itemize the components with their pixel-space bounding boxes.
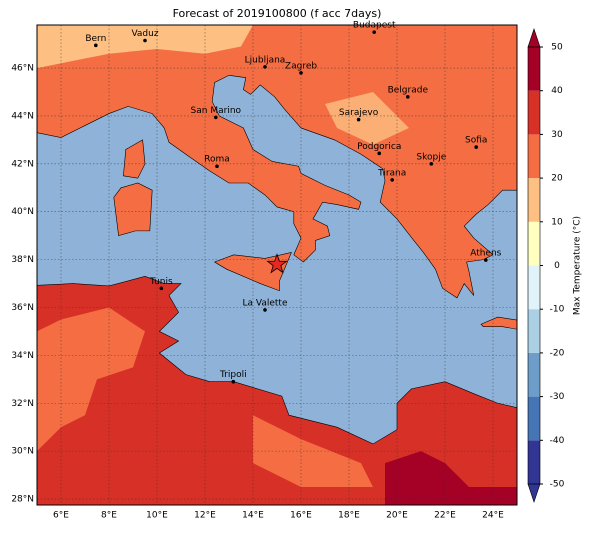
city-label: Ljubljana (245, 55, 286, 65)
land-zone (253, 415, 373, 488)
city-label: Sarajevo (339, 108, 379, 118)
colorbar-tick-label: 50 (551, 43, 563, 53)
land-hot-zone (385, 451, 517, 505)
city-label: San Marino (191, 106, 242, 116)
map-frame (36, 24, 518, 506)
colorbar-band (528, 221, 540, 266)
colorbar-band (528, 47, 540, 91)
colorbar-tick-label: -10 (550, 305, 565, 315)
city-dot (214, 115, 218, 120)
city-label: Tunis (149, 277, 173, 287)
colorbar-band (528, 352, 540, 397)
city-dot (372, 30, 377, 34)
location-star (266, 253, 288, 274)
island (123, 139, 146, 179)
city-label: Sofia (465, 136, 487, 146)
colorbar-tick-label: -20 (550, 348, 565, 358)
colorbar-tick-label: -40 (550, 436, 565, 446)
x-tick-label: 24°E (482, 511, 504, 521)
colorbar-band (528, 396, 540, 441)
x-tick-label: 18°E (338, 511, 360, 521)
y-tick-label: 44°N (11, 111, 34, 121)
map-area (37, 25, 517, 505)
x-tick-label: 14°E (242, 511, 264, 521)
city-label: Skopje (416, 152, 446, 162)
x-tick-label: 6°E (53, 511, 69, 521)
city-label: Zagreb (285, 61, 317, 71)
colorbar-band (528, 309, 540, 353)
land-cool-zone (325, 92, 409, 145)
y-tick-label: 46°N (11, 64, 34, 74)
map-title: Forecast of 2019100800 (f acc 7days) (173, 7, 382, 20)
y-tick-label: 38°N (11, 255, 34, 265)
city-dot (474, 145, 479, 149)
city-dot (299, 71, 303, 75)
y-tick-label: 30°N (11, 447, 34, 457)
colorbar-tick-label: 30 (551, 130, 563, 140)
city-label: Athens (470, 249, 501, 259)
city-label: Budapest (353, 21, 396, 31)
city-label: Tirana (377, 168, 406, 178)
city-label: La Valette (243, 298, 288, 308)
island (480, 316, 517, 330)
city-dot (94, 43, 98, 48)
colorbar-tick-label: -50 (550, 480, 565, 490)
colorbar-tick-label: 0 (554, 261, 560, 271)
city-label: Podgorica (357, 142, 401, 152)
land-zone (37, 307, 145, 452)
city-label: Vaduz (131, 29, 158, 39)
colorbar-tick-label: 10 (551, 217, 563, 227)
y-tick-label: 34°N (11, 351, 34, 361)
y-tick-label: 28°N (11, 495, 34, 505)
colorbar-band (528, 134, 540, 179)
colorbar-tick-label: 20 (551, 174, 563, 184)
city-dot (406, 95, 410, 99)
city-dot (484, 258, 488, 262)
city-dot (377, 151, 382, 156)
y-tick-label: 42°N (11, 159, 34, 169)
x-tick-label: 12°E (194, 511, 216, 521)
land-cool-zone (37, 25, 253, 69)
city-label: Bern (85, 34, 106, 44)
city-dot (390, 178, 395, 182)
x-tick-label: 20°E (386, 511, 408, 521)
city-dot (263, 65, 267, 69)
x-tick-label: 8°E (101, 511, 117, 521)
city-label: Tripoli (219, 370, 247, 380)
colorbar-tick-label: 40 (551, 86, 563, 96)
y-tick-label: 32°N (11, 399, 34, 409)
colorbar-extend-top (527, 28, 541, 48)
city-dot (215, 164, 219, 169)
y-tick-label: 36°N (11, 303, 34, 313)
colorbar-band (528, 265, 540, 310)
x-tick-label: 22°E (434, 511, 456, 521)
city-dot (159, 286, 164, 291)
city-dot (263, 308, 267, 312)
colorbar-band (528, 178, 540, 222)
colorbar-band (528, 440, 540, 484)
colorbar-extend-bottom (527, 483, 541, 503)
city-dot (429, 162, 434, 166)
land (37, 25, 517, 299)
colorbar-tick-label: -30 (550, 392, 565, 402)
city-dot (143, 38, 147, 43)
city-label: Belgrade (388, 85, 429, 95)
colorbar-band (528, 90, 540, 135)
city-dot (231, 379, 236, 384)
x-tick-label: 10°E (146, 511, 168, 521)
x-tick-label: 16°E (290, 511, 312, 521)
city-dot (356, 117, 361, 122)
city-label: Roma (204, 155, 230, 165)
y-tick-label: 40°N (11, 207, 34, 217)
island (113, 182, 153, 237)
colorbar-label: Max Temperature (°C) (573, 216, 583, 315)
